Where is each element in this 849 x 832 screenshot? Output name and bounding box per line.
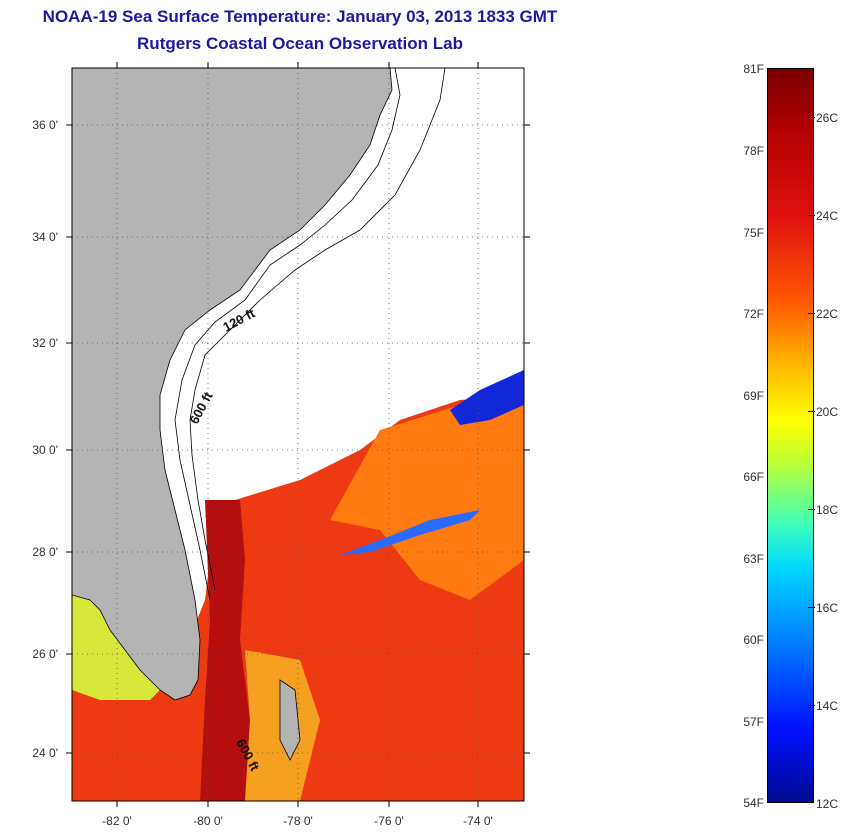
colorbar-c-label: 20C: [816, 405, 839, 419]
colorbar-tick: [808, 607, 815, 608]
frame-ticks: [66, 62, 530, 807]
lat-label: 28 0': [32, 545, 58, 559]
lat-label: 30 0': [32, 443, 58, 457]
colorbar-tick: [808, 215, 815, 216]
colorbar-c-label: 22C: [816, 307, 839, 321]
colorbar-f-label: 78F: [743, 144, 764, 158]
map-title: NOAA-19 Sea Surface Temperature: January…: [42, 7, 558, 26]
contour-120ft: [174, 68, 401, 601]
colorbar-f-label: 72F: [743, 307, 764, 321]
lat-label: 36 0': [32, 118, 58, 132]
colorbar-f-label: 75F: [743, 226, 764, 240]
grid: [72, 68, 524, 801]
land-mass: [72, 68, 393, 701]
lat-label: 32 0': [32, 336, 58, 350]
colorbar-c-label: 24C: [816, 209, 839, 223]
colorbar-f-label: 63F: [743, 552, 764, 566]
lat-label: 24 0': [32, 746, 58, 760]
sst-orange-region: [330, 400, 524, 600]
colorbar-f-label: 54F: [743, 796, 764, 810]
colorbar-f-label: 81F: [743, 62, 764, 76]
sst-cool-streak: [340, 510, 480, 555]
lat-label: 26 0': [32, 647, 58, 661]
gulf-stream-core: [200, 500, 250, 801]
temperature-colorbar: [767, 68, 814, 803]
bahamas-island: [279, 679, 301, 761]
colorbar-c-label: 12C: [816, 797, 839, 811]
lon-label: -76 0': [374, 814, 404, 828]
colorbar-c-label: 26C: [816, 111, 839, 125]
map-subtitle: Rutgers Coastal Ocean Observation Lab: [137, 34, 463, 53]
lon-label: -82 0': [102, 814, 132, 828]
colorbar-c-label: 18C: [816, 503, 839, 517]
colorbar-f-label: 66F: [743, 470, 764, 484]
colorbar-f-label: 57F: [743, 715, 764, 729]
sst-gulf-yellow: [72, 595, 160, 700]
colorbar-tick: [808, 411, 815, 412]
colorbar-c-label: 14C: [816, 699, 839, 713]
colorbar-tick: [808, 509, 815, 510]
sst-cold-region: [450, 370, 524, 425]
lon-label: -80 0': [193, 814, 223, 828]
colorbar-tick: [808, 313, 815, 314]
colorbar-f-label: 60F: [743, 633, 764, 647]
colorbar-tick: [808, 117, 815, 118]
lat-label: 34 0': [32, 230, 58, 244]
lon-label: -74 0': [463, 814, 493, 828]
lon-label: -78 0': [283, 814, 313, 828]
colorbar-c-label: 16C: [816, 601, 839, 615]
colorbar-tick: [808, 705, 815, 706]
colorbar-f-label: 69F: [743, 389, 764, 403]
contour-600ft: [189, 68, 446, 591]
